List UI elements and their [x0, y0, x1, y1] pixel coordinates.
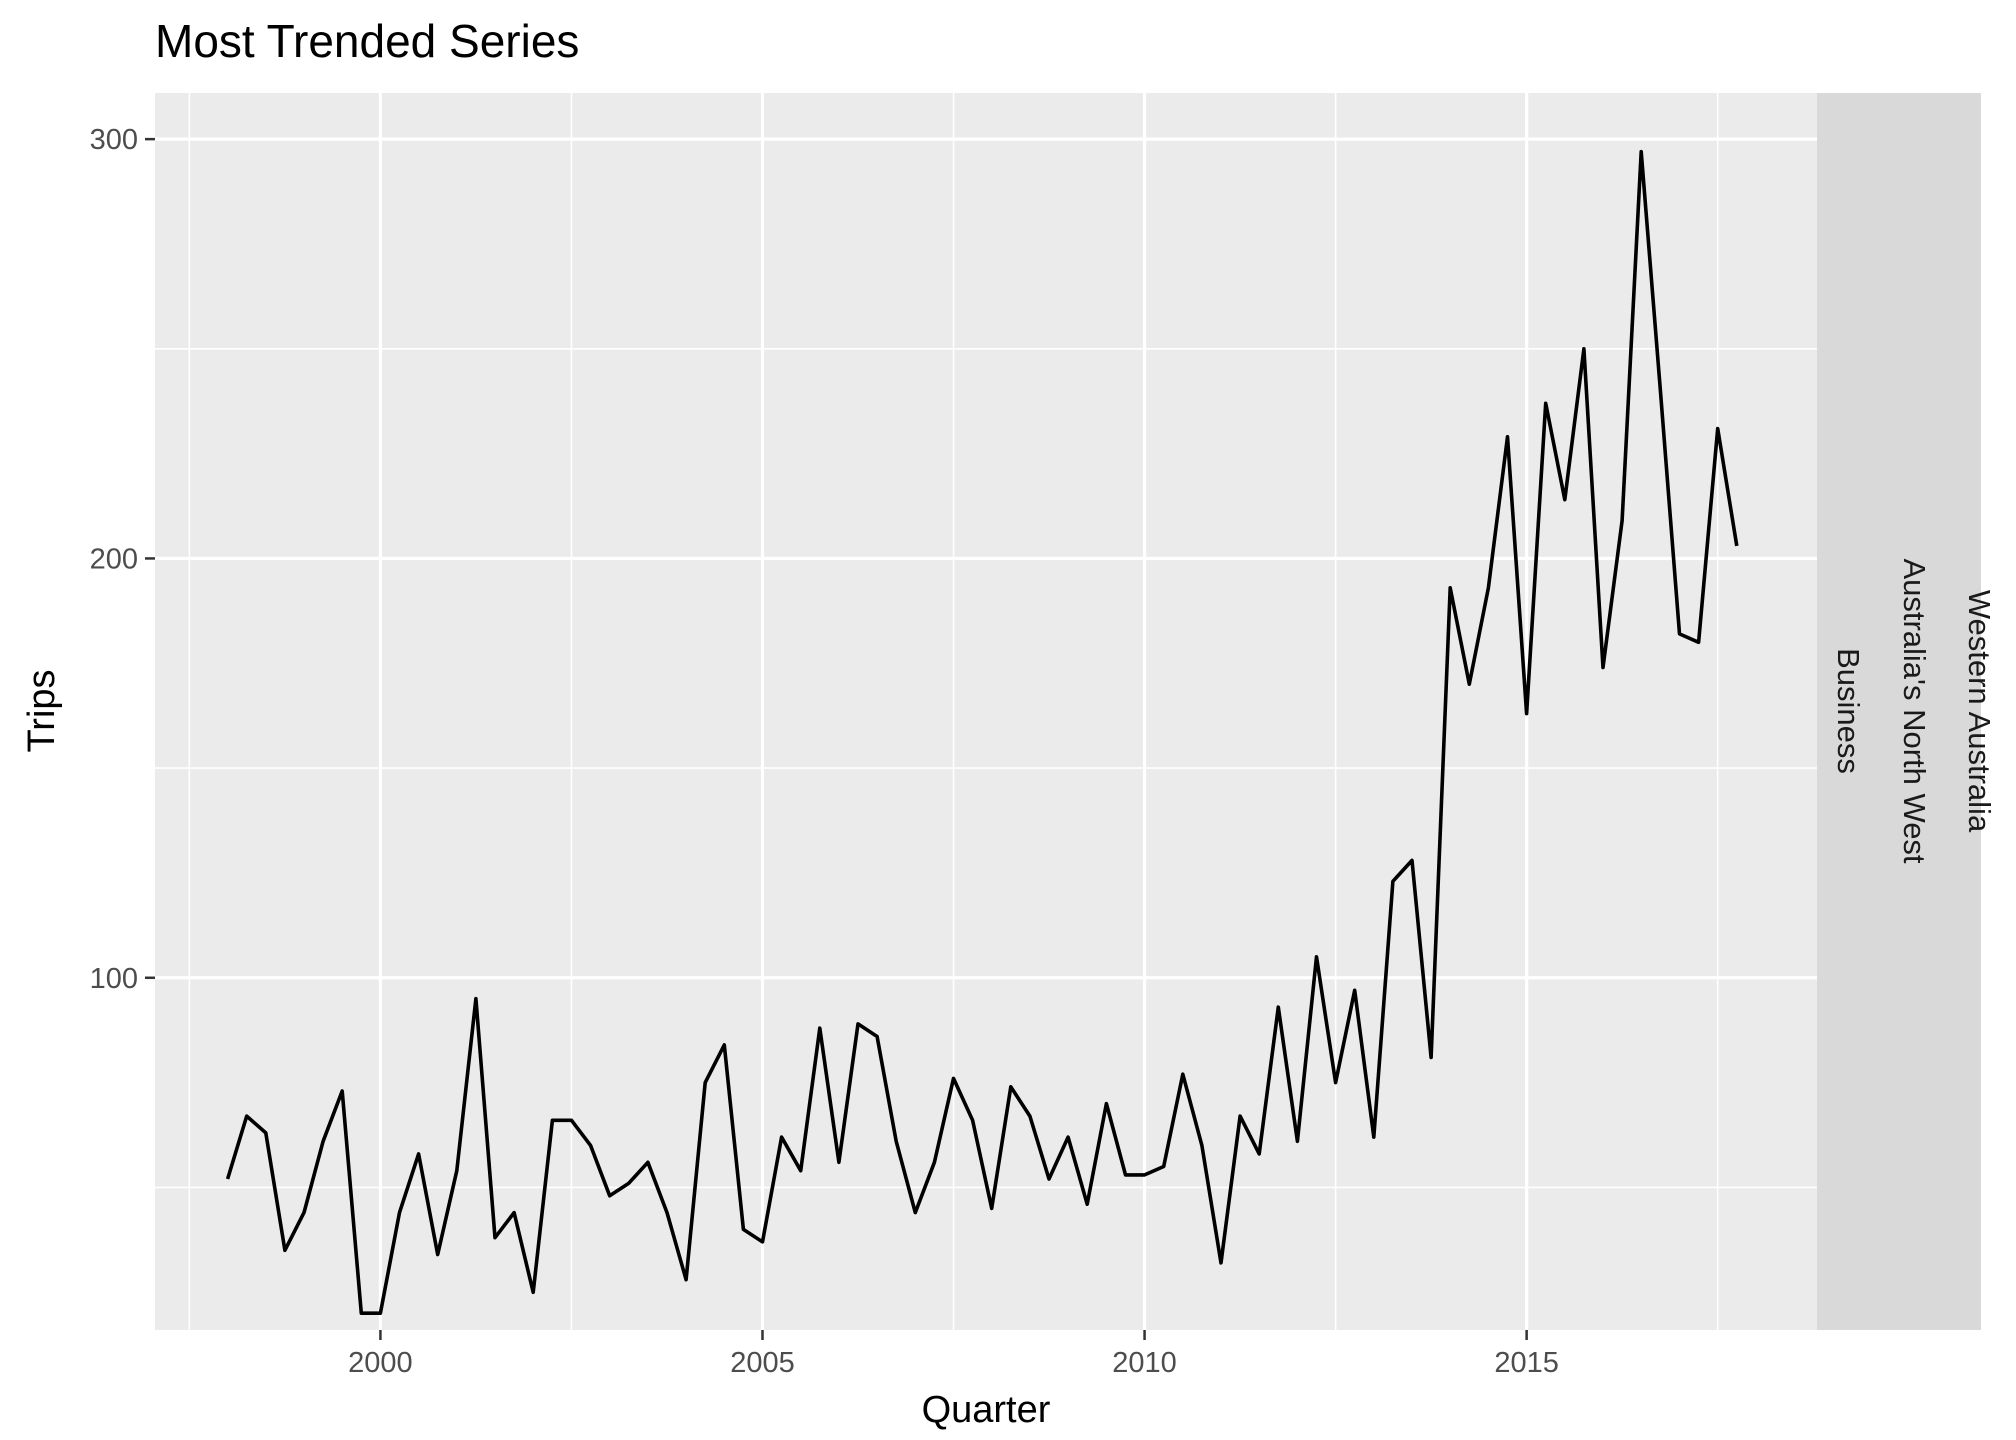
x-tick-label: 2000: [348, 1347, 413, 1379]
y-axis: 100 200 300: [90, 124, 155, 995]
chart-title: Most Trended Series: [155, 15, 579, 67]
facet-label-region: Australia's North West: [1897, 558, 1932, 863]
x-axis-title: Quarter: [922, 1389, 1051, 1431]
x-tick-label: 2010: [1112, 1347, 1177, 1379]
x-axis: 2000 2005 2010 2015: [348, 1330, 1559, 1379]
series-line-trips: [225, 149, 1739, 1315]
y-axis-title: Trips: [21, 669, 63, 752]
y-tick-label: 200: [90, 543, 138, 575]
x-tick-label: 2015: [1494, 1347, 1559, 1379]
facet-strip-labels: Business Australia's North West Western …: [1831, 558, 1997, 863]
x-tick-label: 2005: [730, 1347, 795, 1379]
y-tick-label: 100: [90, 963, 138, 995]
facet-label-purpose: Business: [1831, 648, 1866, 774]
y-tick-label: 300: [90, 124, 138, 156]
facet-strip: [1817, 93, 1981, 1330]
minor-gridlines: [155, 93, 1817, 1330]
major-gridlines: [155, 93, 1817, 1330]
plot-panel: [155, 93, 1817, 1330]
facet-label-state: Western Australia: [1962, 590, 1997, 833]
